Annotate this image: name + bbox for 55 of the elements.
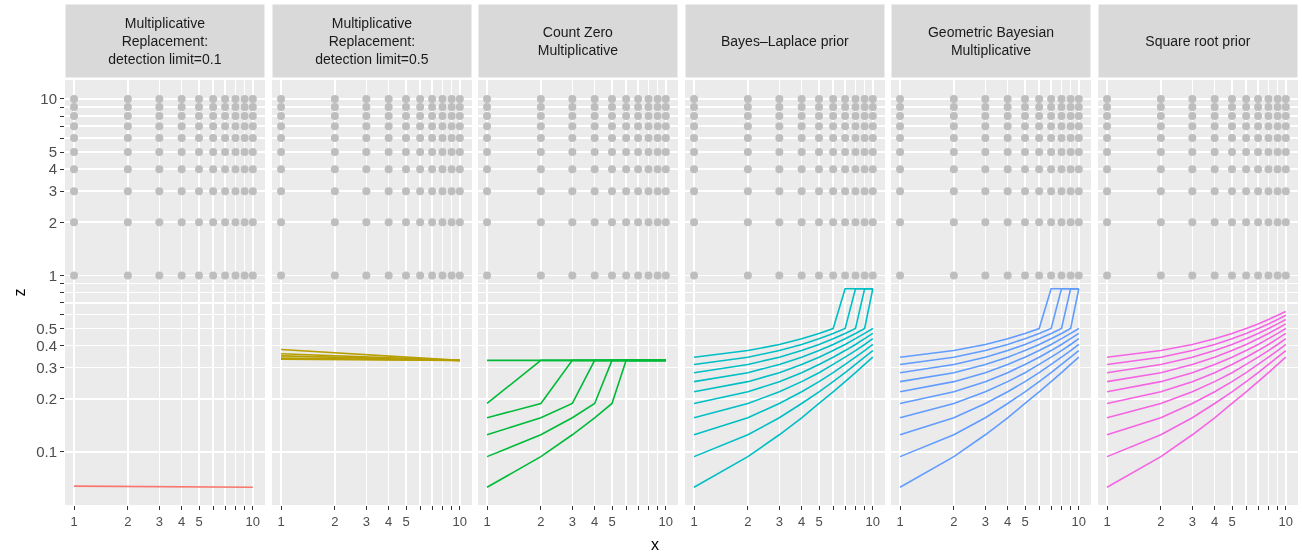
x-tick-label: 3 (568, 513, 576, 529)
y-tick-label: 3 (48, 182, 57, 200)
chart-title: Multiplicative Replacement: detection limit=0.1 (108, 14, 222, 68)
x-tick-label: 2 (1157, 513, 1165, 529)
y-tick-label: 5 (48, 143, 57, 161)
x-tick-label: 2 (744, 513, 752, 529)
x-tick-label: 10 (245, 513, 261, 529)
x-tick-label: 3 (775, 513, 783, 529)
x-tick-label: 1 (483, 513, 491, 529)
x-tick-label: 10 (1071, 513, 1087, 529)
y-tick-label: 10 (40, 90, 57, 108)
x-axis-title: x (651, 536, 659, 553)
x-tick-label: 4 (1211, 513, 1219, 529)
y-tick-label: 0.3 (36, 358, 57, 376)
chart-title: Bayes–Laplace prior (721, 33, 849, 49)
x-tick-label: 2 (331, 513, 339, 529)
y-tick-label: 0.5 (36, 319, 57, 337)
x-tick-label: 5 (608, 513, 616, 529)
x-tick-label: 4 (178, 513, 186, 529)
y-axis-title: z (11, 288, 29, 297)
x-tick-label: 3 (1188, 513, 1196, 529)
x-tick-label: 5 (815, 513, 823, 529)
y-tick-label: 0.1 (36, 443, 57, 461)
x-tick-label: 1 (70, 513, 78, 529)
y-tick-label: 0.2 (36, 390, 57, 407)
y-tick-label: 0.4 (36, 336, 57, 354)
x-tick-label: 4 (1004, 513, 1012, 529)
x-tick-label: 5 (1021, 513, 1029, 529)
y-tick-label: 1 (48, 266, 57, 284)
x-tick-label: 2 (950, 513, 958, 529)
x-tick-label: 4 (385, 513, 393, 529)
x-tick-label: 1 (1103, 513, 1111, 529)
y-tick-label: 4 (48, 160, 57, 178)
x-tick-label: 5 (402, 513, 410, 529)
x-tick-label: 5 (1228, 513, 1236, 529)
x-tick-label: 1 (690, 513, 698, 529)
chart-title: Count Zero Multiplicative (537, 23, 619, 59)
x-tick-label: 4 (798, 513, 806, 529)
chart-title: Multiplicative Replacement: detection limit=0.5 (315, 14, 429, 68)
x-tick-label: 1 (896, 513, 904, 529)
x-tick-label: 10 (452, 513, 468, 529)
x-tick-label: 10 (865, 513, 881, 529)
y-tick-label: 2 (48, 213, 57, 231)
chart-title: Geometric Bayesian Multiplicative (927, 23, 1055, 59)
x-tick-label: 4 (591, 513, 599, 529)
x-tick-label: 3 (981, 513, 989, 529)
x-tick-label: 10 (658, 513, 674, 529)
x-tick-label: 2 (537, 513, 545, 529)
x-tick-label: 2 (124, 513, 132, 529)
x-tick-label: 3 (362, 513, 370, 529)
chart-title: Square root prior (1145, 33, 1251, 49)
x-tick-label: 3 (155, 513, 163, 529)
x-tick-label: 10 (1278, 513, 1294, 529)
x-tick-label: 5 (195, 513, 203, 529)
x-tick-label: 1 (277, 513, 285, 529)
